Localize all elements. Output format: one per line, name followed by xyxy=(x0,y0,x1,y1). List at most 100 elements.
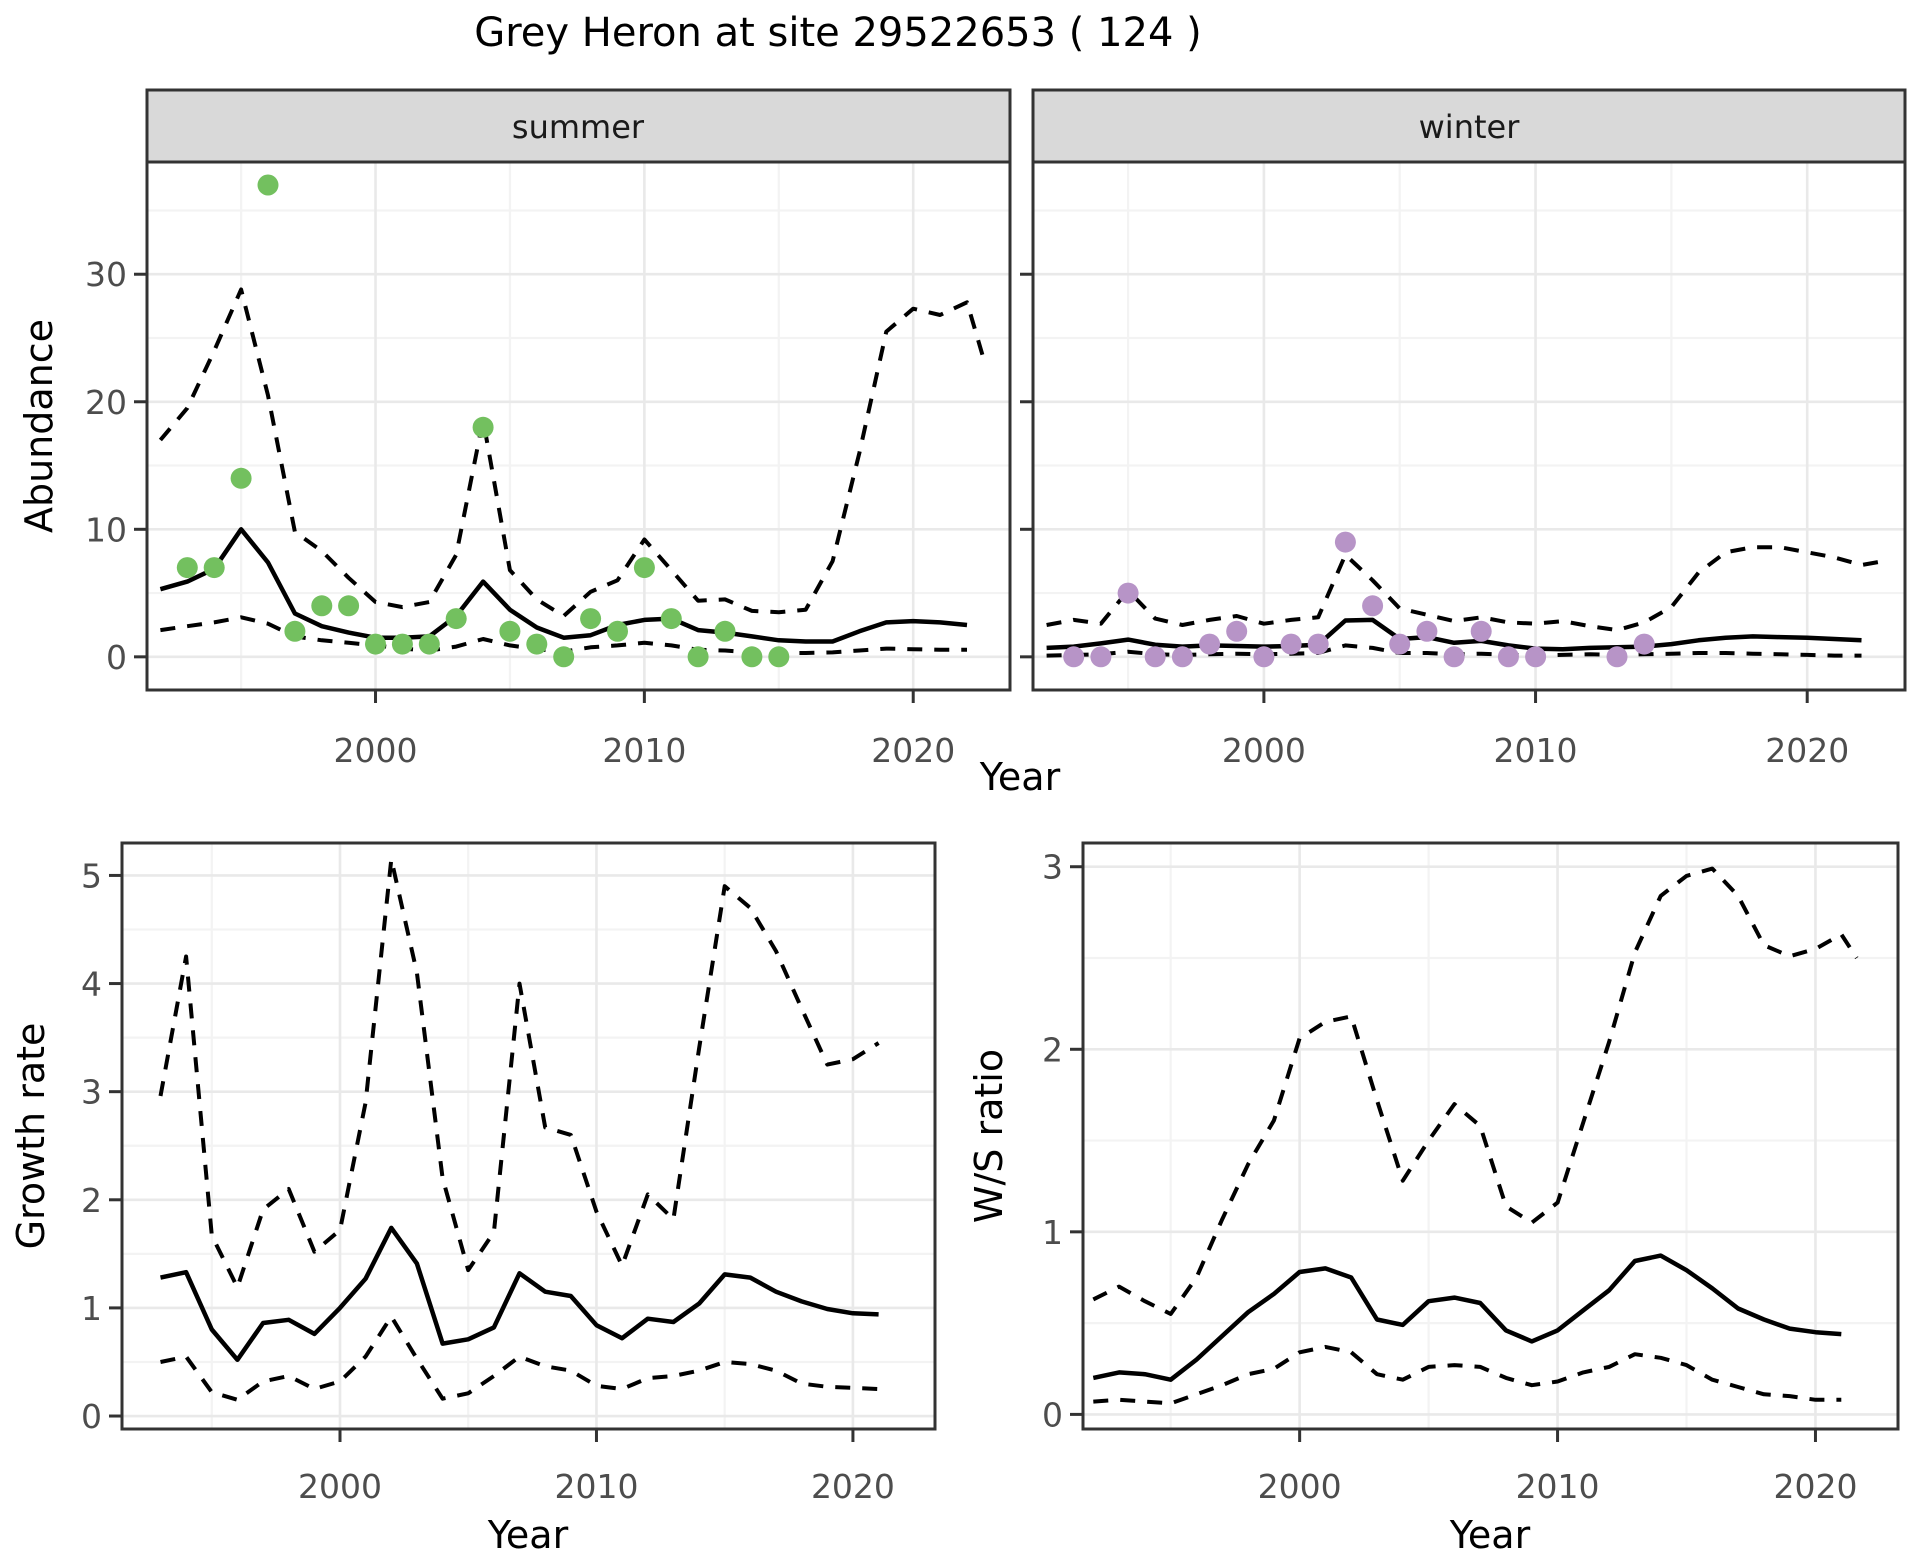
panel-background xyxy=(1083,843,1898,1429)
panel-background xyxy=(122,843,935,1429)
data-point xyxy=(230,467,252,489)
data-point xyxy=(1280,633,1302,655)
panel-abundance-summer: 2000 2010 2020 0 10 20 30 xyxy=(85,160,1012,770)
data-point xyxy=(203,557,225,579)
data-point xyxy=(768,646,790,668)
data-point xyxy=(607,620,628,642)
y-axis-tick-label: 30 xyxy=(85,255,127,294)
y-axis-tick-label: 5 xyxy=(81,856,102,895)
data-point xyxy=(1470,620,1492,642)
y-axis-title-abundance: Abundance xyxy=(17,319,61,533)
panel-background xyxy=(147,162,1010,690)
lower-ci-line xyxy=(1093,1344,1842,1406)
data-point xyxy=(1171,646,1193,668)
upper-ci-line xyxy=(1046,545,1884,633)
data-point xyxy=(284,620,306,642)
data-point xyxy=(1416,620,1438,642)
panel-border xyxy=(1031,160,1907,692)
data-point xyxy=(1117,582,1139,604)
facet-strip-winter: winter xyxy=(1031,88,1907,164)
data-point xyxy=(311,595,333,617)
data-point xyxy=(1063,646,1085,668)
facet-strip-summer-label: summer xyxy=(512,108,645,146)
data-point xyxy=(1307,633,1329,655)
data-point xyxy=(1144,646,1166,668)
data-point xyxy=(1633,633,1655,655)
y-axis-tick-label: 1 xyxy=(1042,1213,1063,1252)
y-axis-tick-label: 3 xyxy=(81,1073,102,1112)
data-point xyxy=(1497,646,1519,668)
data-point xyxy=(633,557,655,579)
y-axis-tick-label: 2 xyxy=(81,1181,102,1220)
facet-strip-winter-label: winter xyxy=(1419,108,1521,146)
data-point xyxy=(391,633,413,655)
data-point xyxy=(1253,646,1275,668)
x-axis-tick-label: 2000 xyxy=(298,1467,382,1506)
x-axis-tick-label: 2020 xyxy=(1773,1467,1857,1506)
x-axis-tick-label: 2020 xyxy=(871,731,955,770)
upper-ci-line xyxy=(158,857,880,1290)
y-axis-tick-label: 4 xyxy=(81,965,102,1004)
y-axis-tick-label: 20 xyxy=(85,383,127,422)
data-point xyxy=(1525,646,1547,668)
panel-abundance-winter: 2000 2010 2020 xyxy=(1020,160,1907,770)
data-point xyxy=(257,174,279,196)
x-axis-tick-label: 2010 xyxy=(602,731,686,770)
data-point xyxy=(365,633,386,655)
data-point xyxy=(1443,646,1465,668)
upper-ci-line xyxy=(1092,866,1859,1316)
facet-strip-summer: summer xyxy=(145,88,1012,164)
data-point xyxy=(687,646,709,668)
lower-ci-line xyxy=(160,1314,879,1402)
x-axis-title-growth: Year xyxy=(487,1513,569,1557)
data-point xyxy=(472,416,494,438)
fit-line xyxy=(1092,1253,1842,1382)
panel-border xyxy=(1081,841,1900,1431)
y-axis-tick-label: 2 xyxy=(1042,1030,1063,1069)
panel-growth-rate: 2000 2010 2020 0 1 2 3 4 5 xyxy=(81,841,937,1506)
panel-border xyxy=(145,160,1012,692)
y-axis-title-growth: Growth rate xyxy=(9,1023,53,1250)
x-axis-title-top: Year xyxy=(979,755,1061,799)
data-point xyxy=(1389,633,1411,655)
data-point xyxy=(553,646,575,668)
fit-line xyxy=(160,1225,879,1363)
x-axis-title-ws: Year xyxy=(1449,1513,1531,1557)
data-point xyxy=(741,646,763,668)
data-point xyxy=(176,557,198,579)
data-point xyxy=(714,620,736,642)
y-axis-title-ws: W/S ratio xyxy=(967,1049,1011,1223)
fit-line xyxy=(159,527,968,644)
data-point xyxy=(1199,633,1221,655)
x-axis-tick-label: 2000 xyxy=(1258,1467,1342,1506)
panel-border xyxy=(120,841,937,1431)
x-axis-tick-label: 2020 xyxy=(811,1467,895,1506)
facet-strip-winter-box xyxy=(1031,88,1907,164)
y-axis-tick-label: 3 xyxy=(1042,848,1063,887)
x-axis-tick-label: 2010 xyxy=(1516,1467,1600,1506)
data-point xyxy=(1606,646,1628,668)
data-point xyxy=(1226,620,1248,642)
data-point xyxy=(499,620,521,642)
x-axis-tick-label: 2010 xyxy=(554,1467,638,1506)
y-axis-tick-label: 1 xyxy=(81,1289,102,1328)
x-axis-tick-label: 2000 xyxy=(334,731,418,770)
y-axis-tick-label: 0 xyxy=(106,638,127,677)
data-point xyxy=(418,633,440,655)
x-axis-tick-label: 2020 xyxy=(1765,731,1849,770)
x-axis-tick-label: 2010 xyxy=(1494,731,1578,770)
y-axis-tick-label: 10 xyxy=(85,510,127,549)
panel-background xyxy=(1033,162,1905,690)
y-axis-tick-label: 0 xyxy=(81,1397,102,1436)
y-axis-tick-label: 0 xyxy=(1042,1395,1063,1434)
data-point xyxy=(445,608,467,630)
data-point xyxy=(338,595,360,617)
data-point xyxy=(660,608,682,630)
data-point xyxy=(1090,646,1112,668)
page-title: Grey Heron at site 29522653 ( 124 ) xyxy=(474,10,1202,56)
data-point xyxy=(526,633,548,655)
data-point xyxy=(580,608,602,630)
